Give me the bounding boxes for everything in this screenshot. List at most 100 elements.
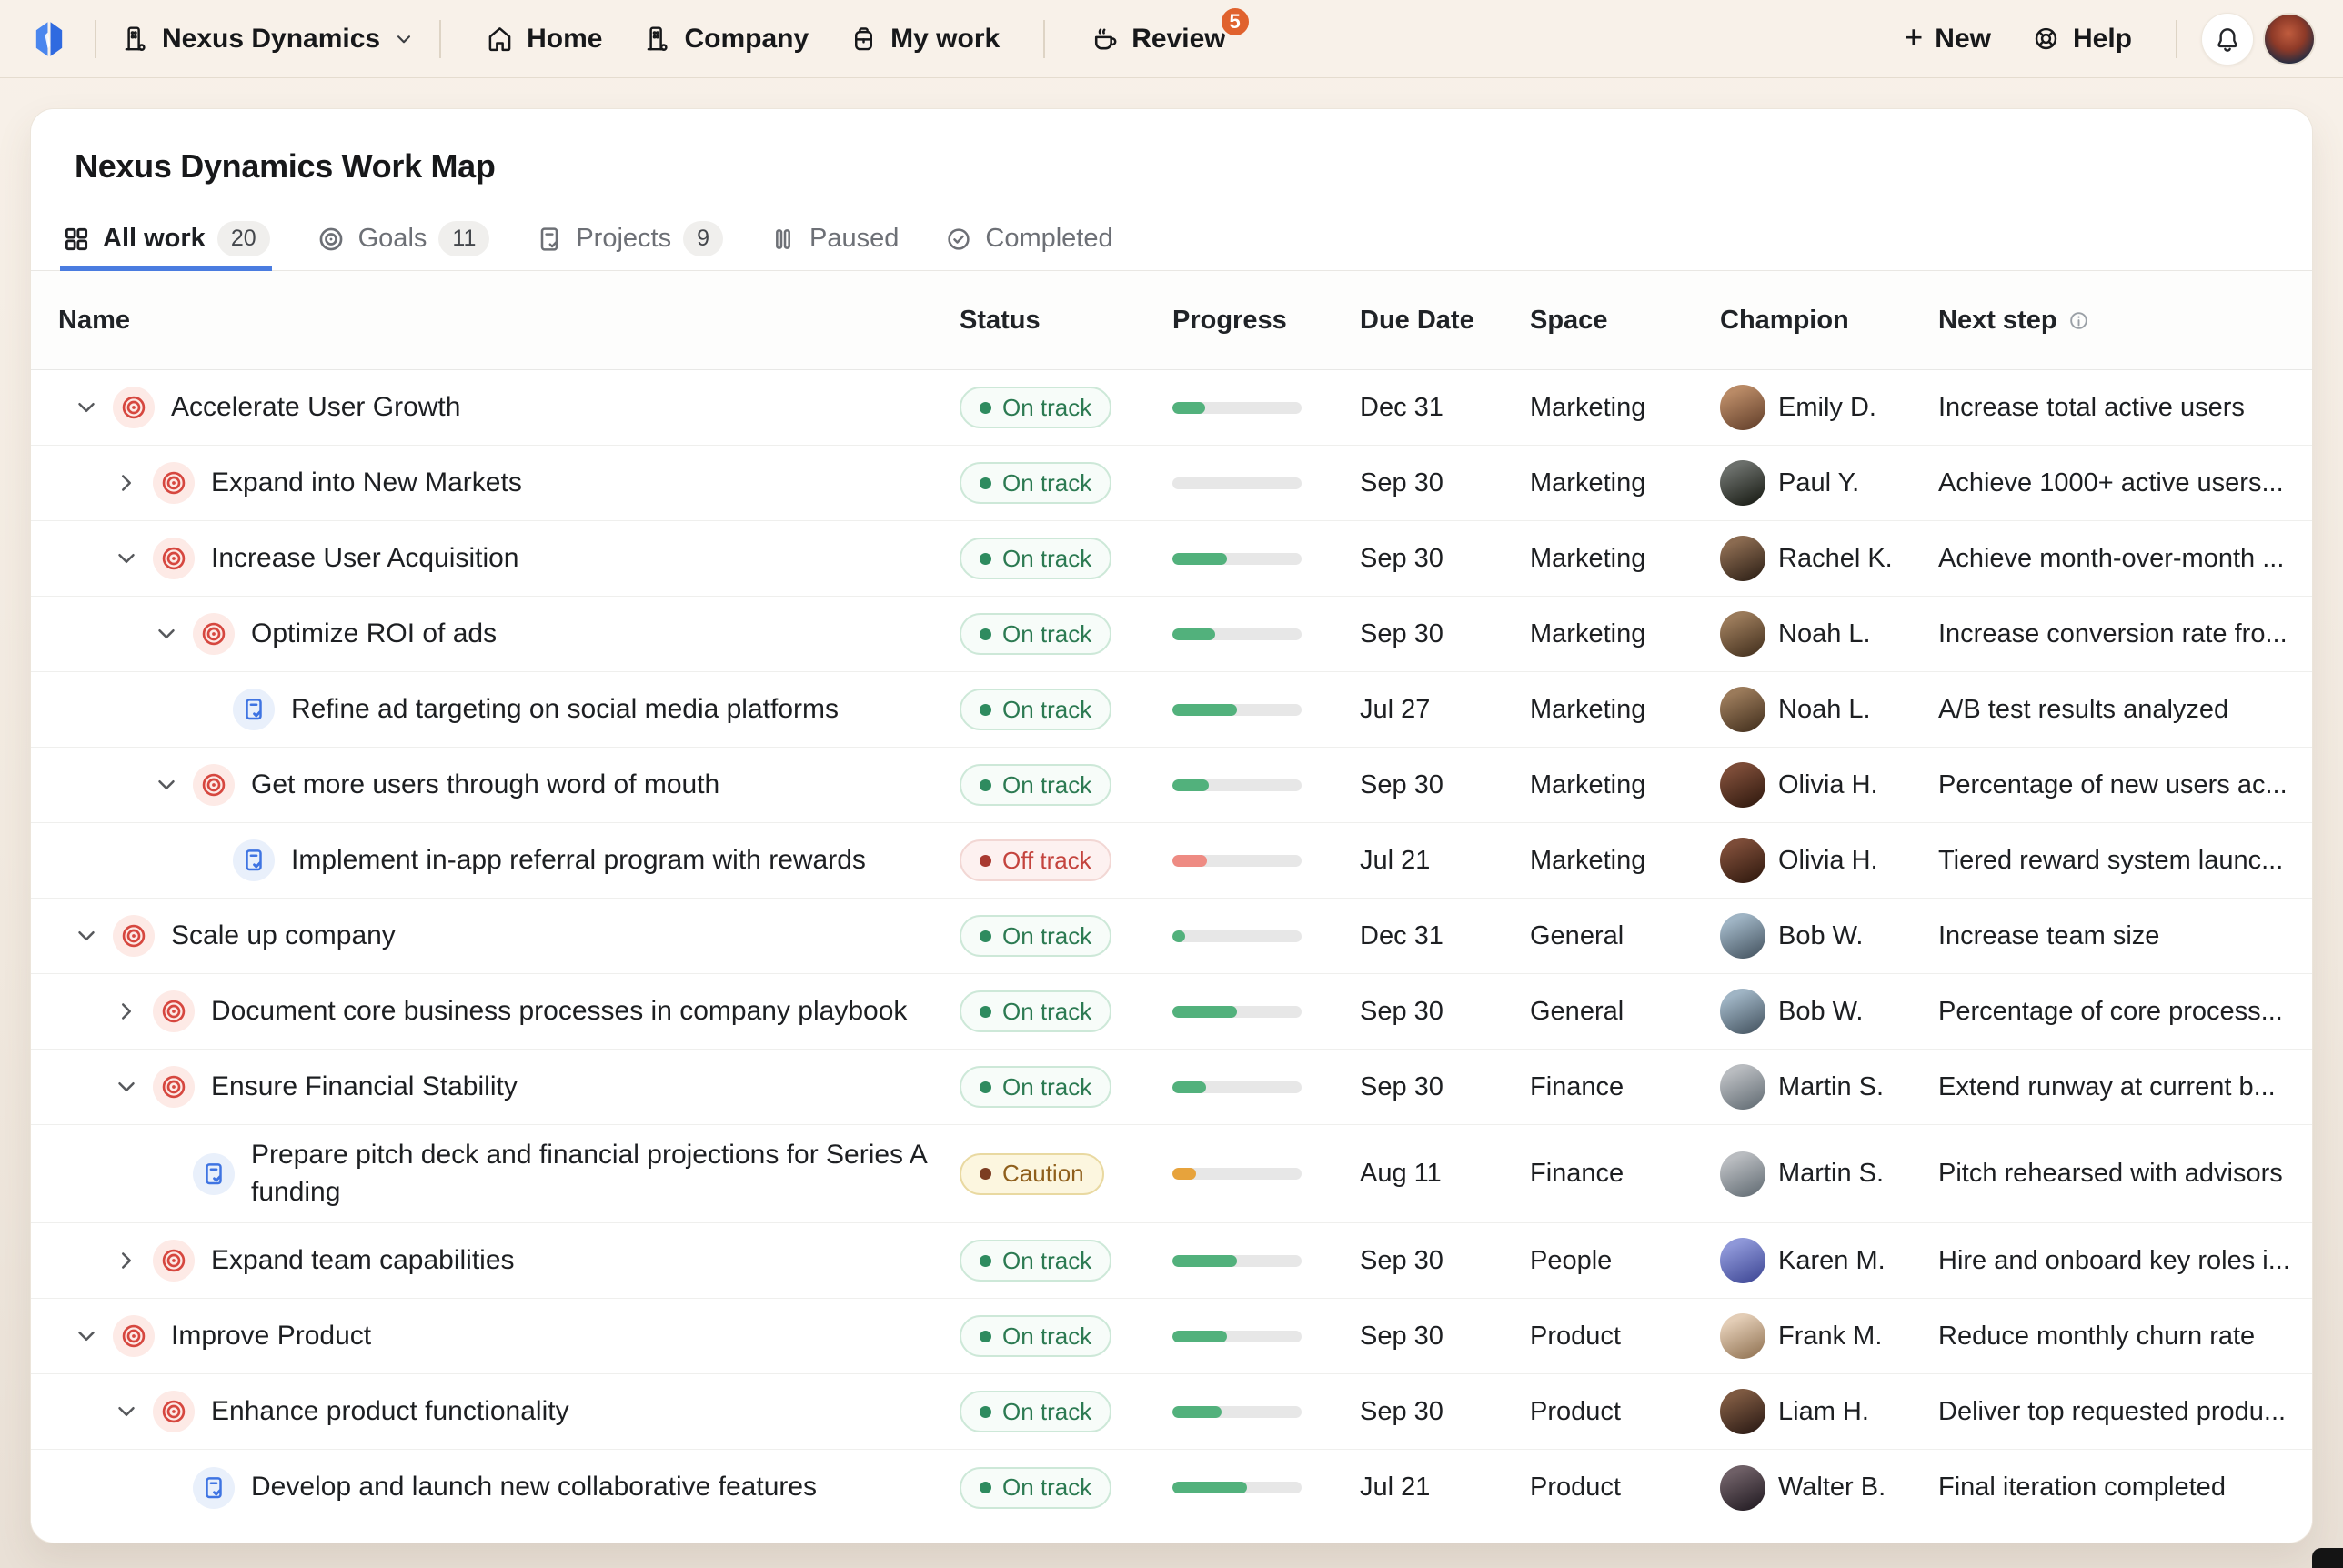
status-badge[interactable]: On track <box>960 462 1111 504</box>
name-cell: Implement in-app referral program with r… <box>31 828 960 893</box>
item-name[interactable]: Develop and launch new collaborative fea… <box>251 1469 817 1506</box>
table-row[interactable]: Refine ad targeting on social media plat… <box>31 672 2312 748</box>
info-icon[interactable] <box>2066 308 2091 333</box>
champion-name: Martin S. <box>1778 1159 1884 1189</box>
item-name[interactable]: Scale up company <box>171 918 396 955</box>
status-badge[interactable]: On track <box>960 387 1111 428</box>
progress-fill <box>1172 855 1207 867</box>
chevron-down-icon[interactable] <box>153 620 180 648</box>
chevron-right-icon[interactable] <box>113 1247 140 1274</box>
progress-bar <box>1172 553 1302 565</box>
tab-projects[interactable]: Projects9 <box>533 211 725 271</box>
avatar <box>1720 762 1765 808</box>
name-cell: Expand into New Markets <box>31 450 960 516</box>
due-date: Sep 30 <box>1360 1322 1530 1352</box>
nav-home[interactable]: Home <box>485 24 602 55</box>
item-name[interactable]: Optimize ROI of ads <box>251 616 497 653</box>
table-row[interactable]: Implement in-app referral program with r… <box>31 823 2312 899</box>
table-row[interactable]: Optimize ROI of adsOn trackSep 30Marketi… <box>31 597 2312 672</box>
user-avatar[interactable] <box>2263 13 2316 65</box>
table-row[interactable]: Document core business processes in comp… <box>31 974 2312 1050</box>
chevron-down-icon[interactable] <box>113 545 140 572</box>
item-name[interactable]: Prepare pitch deck and financial project… <box>251 1137 960 1211</box>
chevron-down-icon[interactable] <box>113 1398 140 1425</box>
status-label: On track <box>1002 1398 1091 1426</box>
table-row[interactable]: Scale up companyOn trackDec 31GeneralBob… <box>31 899 2312 974</box>
chevron-down-icon[interactable] <box>153 771 180 799</box>
new-button[interactable]: + New <box>1904 24 1991 55</box>
item-name[interactable]: Document core business processes in comp… <box>211 993 907 1030</box>
status-badge[interactable]: Off track <box>960 839 1111 881</box>
tab-all-work[interactable]: All work20 <box>60 211 272 271</box>
app-logo[interactable] <box>27 17 71 61</box>
item-name[interactable]: Get more users through word of mouth <box>251 767 719 804</box>
chevron-down-icon[interactable] <box>73 394 100 421</box>
help-button[interactable]: Help <box>2031 24 2132 55</box>
item-name[interactable]: Expand team capabilities <box>211 1242 515 1280</box>
item-name[interactable]: Ensure Financial Stability <box>211 1069 518 1106</box>
status-badge[interactable]: On track <box>960 1391 1111 1432</box>
item-name[interactable]: Implement in-app referral program with r… <box>291 842 866 879</box>
nav-my-work[interactable]: My work <box>849 24 1000 55</box>
status-badge[interactable]: On track <box>960 1066 1111 1108</box>
chevron-down-icon[interactable] <box>73 1322 100 1350</box>
status-badge[interactable]: On track <box>960 915 1111 957</box>
status-dot-icon <box>980 779 991 791</box>
avatar <box>1720 1465 1765 1511</box>
champion-cell: Martin S. <box>1720 1151 1938 1197</box>
progress-cell <box>1172 704 1360 716</box>
avatar <box>1720 1151 1765 1197</box>
tab-completed[interactable]: Completed <box>942 211 1114 271</box>
next-step: A/B test results analyzed <box>1938 695 2312 725</box>
status-badge[interactable]: On track <box>960 1240 1111 1282</box>
status-badge[interactable]: On track <box>960 613 1111 655</box>
status-badge[interactable]: On track <box>960 1315 1111 1357</box>
item-name[interactable]: Expand into New Markets <box>211 465 522 502</box>
progress-fill <box>1172 1081 1206 1093</box>
progress-bar <box>1172 779 1302 791</box>
chevron-right-icon[interactable] <box>113 998 140 1025</box>
progress-bar <box>1172 930 1302 942</box>
tab-goals[interactable]: Goals11 <box>314 211 492 271</box>
table-row[interactable]: Ensure Financial StabilityOn trackSep 30… <box>31 1050 2312 1125</box>
avatar <box>1720 1389 1765 1434</box>
nav-company[interactable]: Company <box>642 24 809 55</box>
item-name[interactable]: Improve Product <box>171 1318 371 1355</box>
chevron-down-icon[interactable] <box>73 922 100 950</box>
status-badge[interactable]: On track <box>960 1467 1111 1509</box>
item-name[interactable]: Refine ad targeting on social media plat… <box>291 691 839 729</box>
champion-name: Bob W. <box>1778 921 1864 951</box>
notifications-button[interactable] <box>2201 13 2254 65</box>
status-badge[interactable]: On track <box>960 538 1111 579</box>
table-row[interactable]: Expand team capabilitiesOn trackSep 30Pe… <box>31 1223 2312 1299</box>
item-name[interactable]: Accelerate User Growth <box>171 389 460 427</box>
status-badge[interactable]: On track <box>960 764 1111 806</box>
next-step: Percentage of new users ac... <box>1938 770 2312 800</box>
item-name[interactable]: Increase User Acquisition <box>211 540 519 578</box>
workspace-switcher[interactable]: Nexus Dynamics <box>120 24 416 55</box>
tab-paused[interactable]: Paused <box>767 211 900 271</box>
status-badge[interactable]: On track <box>960 689 1111 730</box>
table-row[interactable]: Expand into New MarketsOn trackSep 30Mar… <box>31 446 2312 521</box>
goal-target-icon <box>113 387 155 428</box>
table-row[interactable]: Develop and launch new collaborative fea… <box>31 1450 2312 1525</box>
table-row[interactable]: Prepare pitch deck and financial project… <box>31 1125 2312 1223</box>
status-dot-icon <box>980 628 991 640</box>
table-row[interactable]: Accelerate User GrowthOn trackDec 31Mark… <box>31 370 2312 446</box>
due-date: Sep 30 <box>1360 1246 1530 1276</box>
table-row[interactable]: Increase User AcquisitionOn trackSep 30M… <box>31 521 2312 597</box>
progress-fill <box>1172 1406 1222 1418</box>
column-header-progress: Progress <box>1172 306 1360 336</box>
table-row[interactable]: Get more users through word of mouth On t… <box>31 748 2312 823</box>
item-name[interactable]: Enhance product functionality <box>211 1393 569 1431</box>
status-badge[interactable]: On track <box>960 990 1111 1032</box>
table-row[interactable]: Improve ProductOn trackSep 30ProductFran… <box>31 1299 2312 1374</box>
chevron-right-icon[interactable] <box>113 469 140 497</box>
name-cell: Document core business processes in comp… <box>31 979 960 1044</box>
table-row[interactable]: Enhance product functionalityOn trackSep… <box>31 1374 2312 1450</box>
chevron-down-icon[interactable] <box>113 1073 140 1101</box>
status-badge[interactable]: Caution <box>960 1153 1104 1195</box>
nav-review[interactable]: Review 5 <box>1089 24 1225 55</box>
champion-cell: Noah L. <box>1720 687 1938 732</box>
status-cell: On track <box>960 764 1172 806</box>
